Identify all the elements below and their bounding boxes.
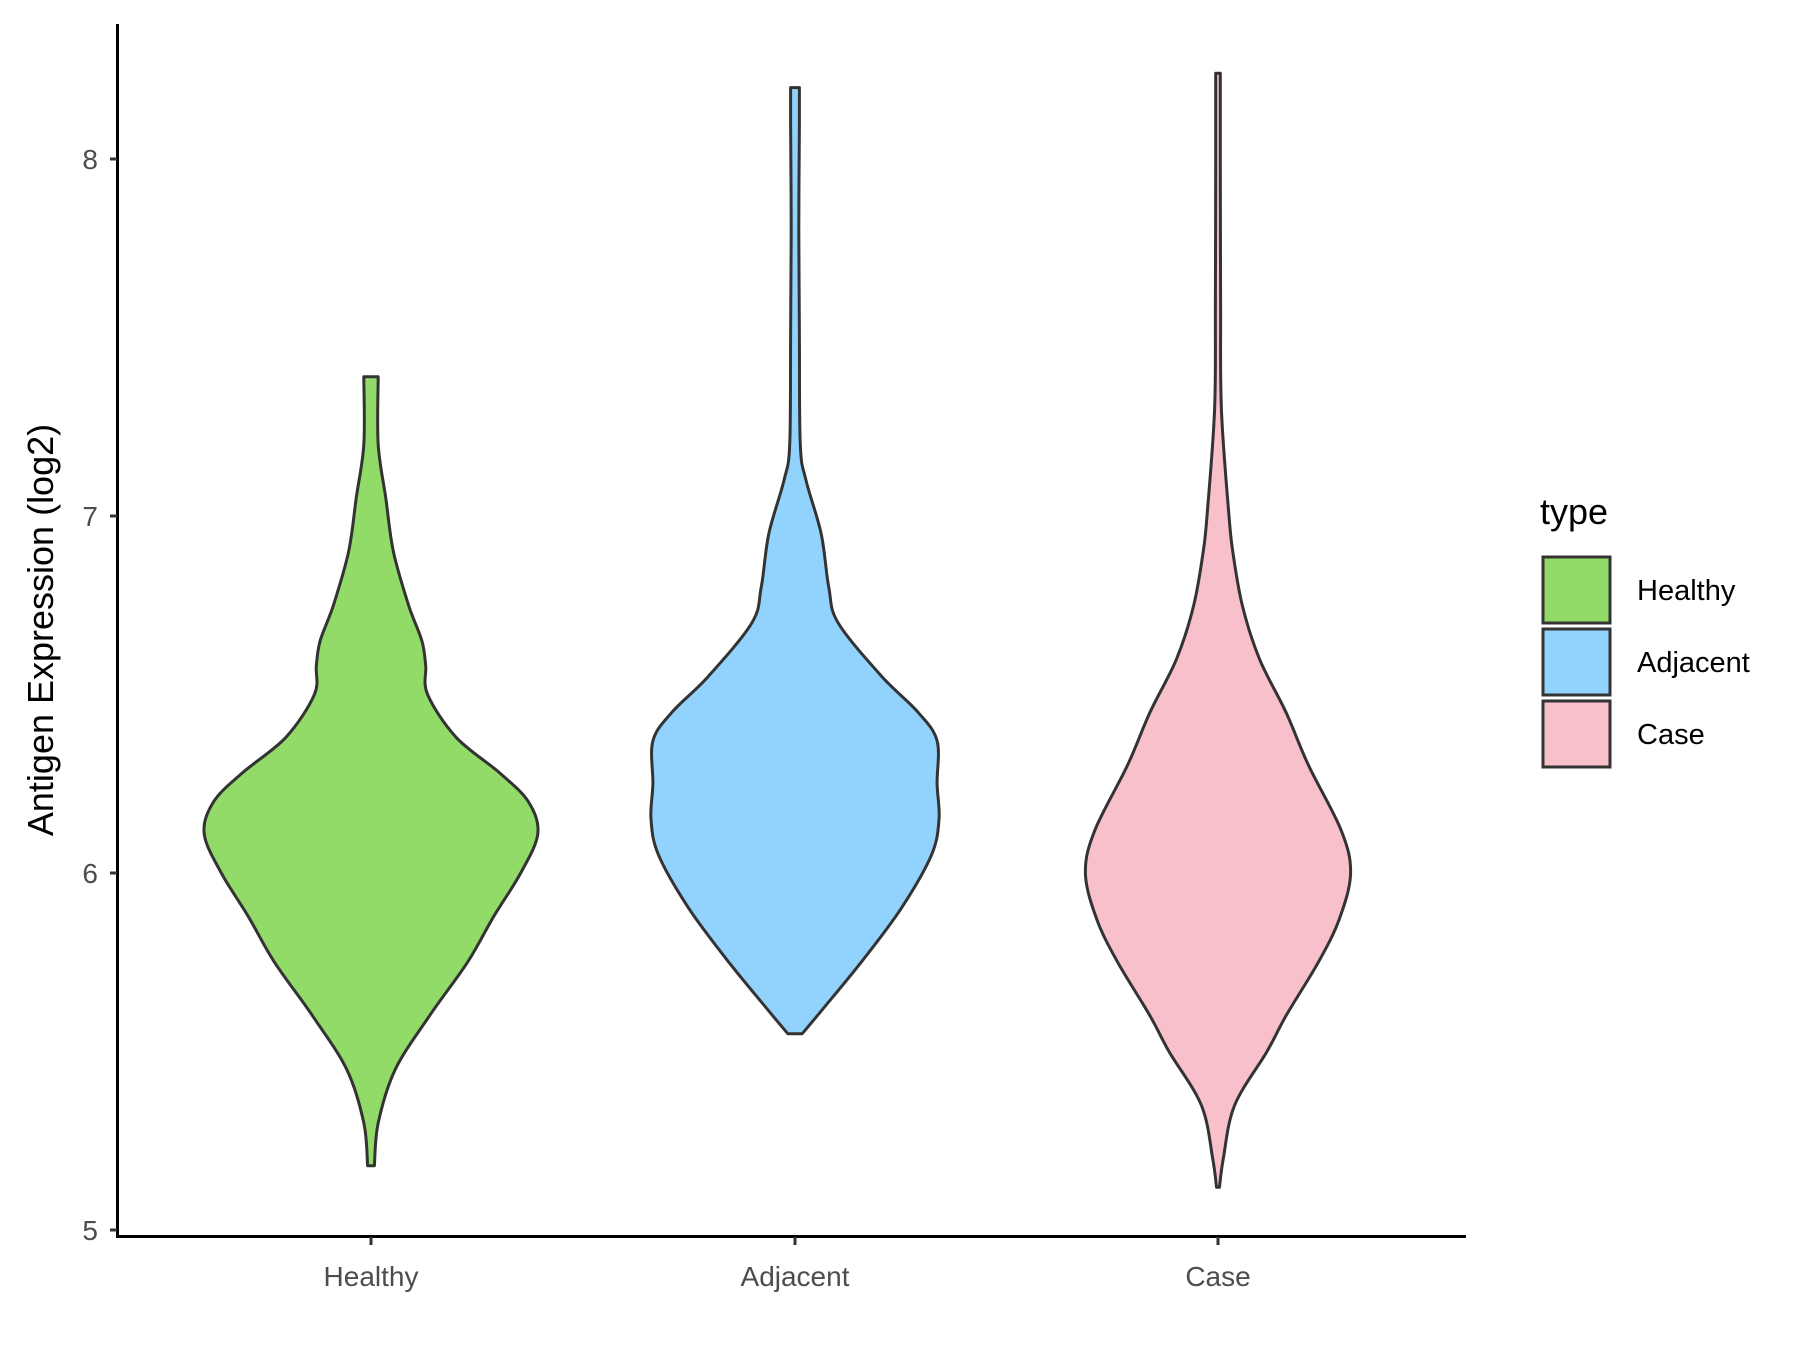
x-tick-label: Case (1185, 1261, 1250, 1292)
x-ticks: Healthy Adjacent Case (324, 1237, 1251, 1292)
violin-case (1083, 71, 1353, 1189)
y-tick-label: 5 (82, 1215, 98, 1246)
legend-key-healthy (1541, 555, 1612, 625)
x-tick-label: Adjacent (741, 1261, 850, 1292)
legend-key-case (1541, 699, 1612, 769)
violin-adjacent (649, 86, 941, 1036)
legend: type Healthy Adjacent Case (1540, 491, 1750, 769)
y-tick-label: 7 (82, 501, 98, 532)
y-tick-label: 8 (82, 144, 98, 175)
y-axis-title: Antigen Expression (log2) (20, 424, 61, 836)
legend-label: Adjacent (1637, 647, 1750, 679)
axes: 5 6 7 8 Healthy Adjacent Case (82, 24, 1466, 1292)
legend-label: Healthy (1637, 575, 1736, 607)
y-ticks: 5 6 7 8 (82, 144, 117, 1246)
legend-label: Case (1637, 719, 1705, 751)
legend-title: type (1540, 491, 1608, 532)
violins (202, 71, 1353, 1189)
x-tick-label: Healthy (324, 1261, 419, 1292)
legend-key-adjacent (1541, 627, 1612, 697)
y-tick-label: 6 (82, 858, 98, 889)
violin-healthy (202, 375, 540, 1168)
